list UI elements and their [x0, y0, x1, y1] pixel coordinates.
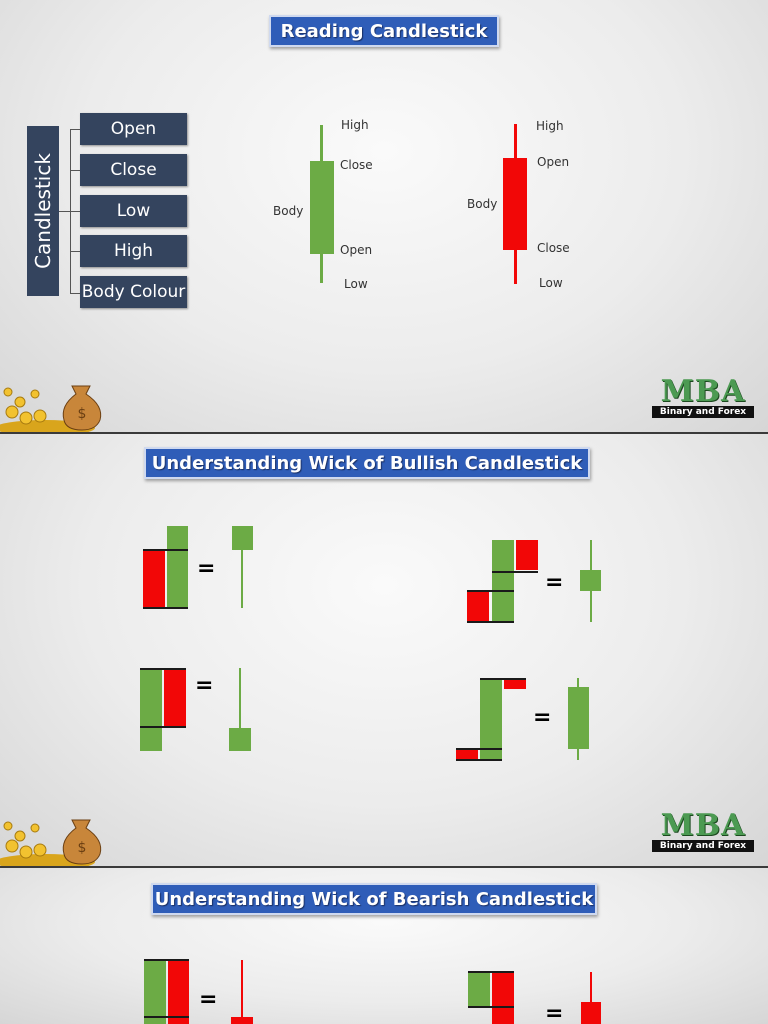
- slide-title: Understanding Wick of Bullish Candlestic…: [144, 447, 590, 479]
- level-line: [144, 959, 189, 961]
- equals-sign: =: [533, 705, 552, 730]
- connector-tick: [70, 170, 80, 171]
- equals-sign: =: [545, 1001, 564, 1024]
- bullish-body-label: Body: [273, 204, 304, 218]
- red-candle: [143, 550, 165, 608]
- equals-sign: =: [199, 987, 218, 1012]
- item-high: High: [80, 235, 187, 267]
- bearish-open-label: Open: [537, 155, 570, 169]
- level-line: [143, 607, 188, 609]
- red-candle: [467, 592, 489, 622]
- mba-logo: MBA Binary and Forex: [652, 808, 754, 856]
- money-bag-coins-icon: $: [0, 819, 102, 866]
- bullish-body: [310, 161, 334, 254]
- green-candle: [492, 540, 514, 622]
- level-line: [456, 748, 502, 750]
- bullish-open-label: Open: [340, 243, 373, 257]
- bearish-body: [503, 158, 527, 250]
- item-body-colour: Body Colour: [80, 276, 187, 308]
- slide-separator: [0, 866, 768, 868]
- slide-bearish-wick: Understanding Wick of Bearish Candlestic…: [0, 868, 768, 1024]
- level-line: [492, 571, 538, 573]
- item-open: Open: [80, 113, 187, 145]
- result-wick: [239, 668, 241, 728]
- money-bag-coins-icon: $: [0, 385, 102, 432]
- level-line: [144, 1016, 189, 1018]
- logo-sub: Binary and Forex: [652, 840, 754, 852]
- item-low: Low: [80, 195, 187, 227]
- candlestick-root-box: Candlestick: [27, 126, 59, 296]
- level-line: [140, 668, 186, 670]
- level-line: [467, 590, 514, 592]
- red-candle: [504, 678, 526, 689]
- equals-sign: =: [545, 570, 564, 595]
- green-candle: [480, 678, 502, 760]
- green-candle: [167, 526, 188, 608]
- red-candle: [516, 540, 538, 570]
- level-line: [140, 726, 186, 728]
- slide-title: Reading Candlestick: [269, 15, 499, 47]
- svg-text:$: $: [78, 406, 87, 422]
- slide-reading-candlestick: Reading Candlestick Candlestick Open Clo…: [0, 0, 768, 432]
- level-line: [456, 759, 502, 761]
- green-candle: [140, 668, 162, 751]
- logo-main: MBA: [660, 374, 746, 409]
- red-candle: [492, 972, 514, 1024]
- svg-text:$: $: [78, 840, 87, 856]
- bearish-close-label: Close: [537, 241, 570, 255]
- green-candle: [468, 972, 490, 1007]
- result-wick: [241, 550, 243, 608]
- mba-logo: MBA Binary and Forex: [652, 374, 754, 422]
- result-body: [580, 570, 601, 591]
- result-body: [231, 1017, 253, 1024]
- result-body: [232, 526, 253, 550]
- bullish-high-label: High: [341, 118, 369, 132]
- green-candle: [144, 960, 166, 1024]
- slide-title: Understanding Wick of Bearish Candlestic…: [151, 883, 597, 915]
- root-label: Candlestick: [31, 153, 56, 269]
- red-candle: [164, 668, 186, 727]
- bullish-low-label: Low: [344, 277, 368, 291]
- connector-tick: [70, 251, 80, 252]
- result-wick: [590, 972, 592, 1024]
- bearish-body-label: Body: [467, 197, 498, 211]
- bearish-low-label: Low: [539, 276, 563, 290]
- slide-separator: [0, 432, 768, 434]
- red-candle: [456, 749, 478, 760]
- level-line: [143, 549, 188, 551]
- level-line: [468, 971, 514, 973]
- red-candle: [168, 960, 189, 1024]
- result-body: [229, 728, 251, 751]
- level-line: [468, 1006, 514, 1008]
- bullish-close-label: Close: [340, 158, 373, 172]
- equals-sign: =: [197, 556, 216, 581]
- level-line: [480, 678, 526, 680]
- logo-sub: Binary and Forex: [652, 406, 754, 418]
- result-wick: [241, 960, 243, 1024]
- result-body: [581, 1002, 601, 1024]
- logo-main: MBA: [660, 808, 746, 843]
- item-close: Close: [80, 154, 187, 186]
- level-line: [467, 621, 514, 623]
- connector-stem: [59, 211, 70, 212]
- result-body: [568, 687, 589, 749]
- slide-bullish-wick: Understanding Wick of Bullish Candlestic…: [0, 434, 768, 866]
- bearish-high-label: High: [536, 119, 564, 133]
- equals-sign: =: [195, 673, 214, 698]
- connector-tick: [70, 211, 80, 212]
